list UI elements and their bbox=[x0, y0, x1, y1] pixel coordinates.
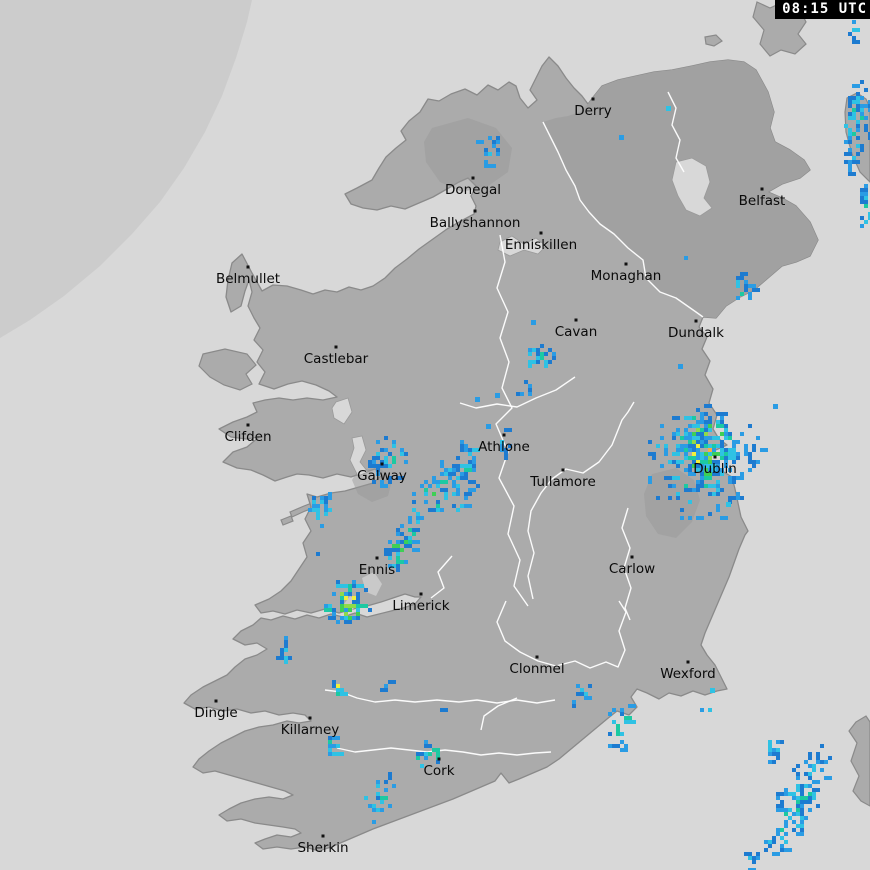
city-dot bbox=[561, 468, 565, 472]
city-dot bbox=[334, 345, 338, 349]
city-dot bbox=[471, 176, 475, 180]
city-label: Dundalk bbox=[668, 325, 724, 341]
city-label: Carlow bbox=[609, 561, 655, 577]
island-2 bbox=[280, 515, 294, 526]
city-label: Galway bbox=[357, 468, 407, 484]
city-dot bbox=[246, 423, 250, 427]
city-dot bbox=[214, 699, 218, 703]
city-label: Castlebar bbox=[304, 351, 369, 367]
lake-2 bbox=[349, 435, 369, 477]
city-dot bbox=[630, 555, 634, 559]
city-dot bbox=[686, 660, 690, 664]
city-dot bbox=[535, 655, 539, 659]
city-label: Cavan bbox=[555, 324, 598, 340]
city-label: Ennis bbox=[359, 562, 395, 578]
city-label: Clonmel bbox=[509, 661, 564, 677]
city-label: Belmullet bbox=[216, 271, 280, 287]
city-label: Wexford bbox=[660, 666, 716, 682]
city-dot bbox=[473, 209, 477, 213]
city-dot bbox=[380, 462, 384, 466]
county-border-4 bbox=[430, 555, 453, 599]
city-label: Derry bbox=[574, 103, 612, 119]
radar-range-edge bbox=[0, 0, 252, 338]
county-border-1 bbox=[495, 234, 529, 607]
city-dot bbox=[502, 433, 506, 437]
city-dot bbox=[574, 318, 578, 322]
city-dot bbox=[375, 556, 379, 560]
city-layer: Derry Donegal Ballyshannon Enniskillen Monag… bbox=[194, 97, 786, 856]
city-dot bbox=[321, 834, 325, 838]
city-label: Tullamore bbox=[529, 474, 596, 490]
city-label: Belfast bbox=[739, 193, 786, 209]
timestamp-bar: 08:15 UTC bbox=[775, 0, 870, 19]
lake-0 bbox=[671, 157, 713, 217]
city-label: Sherkin bbox=[297, 840, 348, 856]
city-dot bbox=[591, 97, 595, 101]
city-label: Clifden bbox=[224, 429, 271, 445]
city-dot bbox=[760, 187, 764, 191]
city-dot bbox=[624, 262, 628, 266]
county-border-9 bbox=[667, 91, 685, 173]
city-dot bbox=[694, 319, 698, 323]
city-label: Enniskillen bbox=[505, 237, 577, 253]
city-label: Dublin bbox=[693, 461, 737, 477]
island-7 bbox=[848, 715, 870, 807]
county-border-8 bbox=[336, 747, 552, 756]
city-dot bbox=[437, 757, 441, 761]
county-border-3 bbox=[527, 401, 635, 600]
city-label: Ballyshannon bbox=[430, 215, 521, 231]
island-3 bbox=[704, 34, 723, 47]
city-label: Limerick bbox=[392, 598, 449, 614]
city-label: Athlone bbox=[478, 439, 530, 455]
city-label: Donegal bbox=[445, 182, 501, 198]
city-label: Monaghan bbox=[591, 268, 662, 284]
county-border-5 bbox=[496, 600, 627, 669]
city-dot bbox=[539, 231, 543, 235]
city-dot bbox=[713, 455, 717, 459]
county-border-0 bbox=[542, 121, 704, 318]
city-dot bbox=[419, 592, 423, 596]
county-border-2 bbox=[459, 376, 576, 409]
radar-echoes bbox=[276, 20, 870, 870]
timestamp-text: 08:15 UTC bbox=[782, 1, 867, 17]
lake-3 bbox=[331, 397, 353, 425]
county-border-10 bbox=[621, 507, 632, 621]
city-dot bbox=[246, 265, 250, 269]
city-label: Cork bbox=[423, 763, 454, 779]
county-border-7 bbox=[324, 689, 556, 704]
city-label: Killarney bbox=[281, 722, 340, 738]
city-label: Dingle bbox=[194, 705, 237, 721]
city-dot bbox=[308, 716, 312, 720]
island-0 bbox=[198, 348, 257, 391]
terrain-patch-2 bbox=[352, 468, 392, 502]
